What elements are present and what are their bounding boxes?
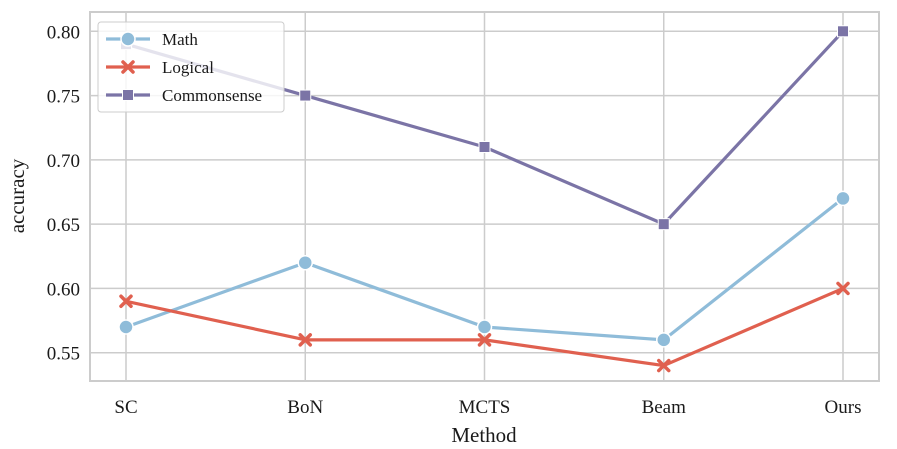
y-tick-label: 0.60: [47, 279, 80, 300]
math-data-point: [297, 254, 313, 271]
y-tick-label: 0.55: [47, 344, 80, 365]
legend: Math Logical Commonsense: [97, 21, 285, 113]
commonsense-data-point: [657, 218, 670, 231]
legend-math-label: Math: [162, 30, 198, 49]
legend-logical-label: Logical: [162, 58, 214, 77]
logical-data-point: [298, 333, 312, 347]
commonsense-data-point: [478, 141, 491, 153]
y-tick-label: 0.70: [47, 151, 80, 172]
y-tick-label: 0.65: [47, 215, 80, 236]
legend-logical-marker-stroke: [121, 60, 135, 74]
logical-data-point-stroke: [298, 333, 312, 347]
series-layer: [118, 25, 851, 373]
math-data-point: [476, 319, 493, 335]
x-tick-label: SC: [114, 397, 137, 418]
logical-data-point: [836, 281, 850, 296]
logical-data-point: [477, 333, 492, 347]
logical-data-point: [657, 358, 671, 373]
x-tick-label: Ours: [825, 397, 862, 418]
x-tick-label: MCTS: [459, 397, 511, 418]
x-tick-label: BoN: [287, 397, 323, 418]
legend-logical-marker: [121, 60, 135, 74]
commonsense-data-point: [837, 25, 849, 38]
logical-data-point-stroke: [836, 281, 850, 296]
legend-math-marker: [120, 31, 136, 47]
math-data-point: [656, 332, 672, 348]
math-data-point: [118, 319, 134, 335]
legend-commonsense-marker: [122, 89, 134, 101]
legend-box: [97, 21, 285, 113]
x-tick-label: Beam: [642, 397, 687, 418]
y-tick-label: 0.75: [47, 87, 80, 108]
logical-data-point: [119, 294, 133, 309]
commonsense-data-point: [299, 89, 312, 102]
math-data-point: [835, 190, 851, 207]
y-tick-labels: 0.55 0.60 0.65 0.70 0.75 0.80: [47, 22, 80, 364]
y-axis-title: accuracy: [5, 158, 29, 233]
x-tick-labels: SC BoN MCTS Beam Ours: [114, 397, 861, 418]
y-tick-label: 0.80: [47, 22, 80, 43]
logical-data-point-stroke: [119, 294, 133, 309]
logical-data-point-stroke: [477, 333, 492, 347]
logical-data-point-stroke: [657, 358, 671, 373]
legend-commonsense-label: Commonsense: [162, 86, 262, 105]
x-axis-title: Method: [451, 423, 517, 447]
